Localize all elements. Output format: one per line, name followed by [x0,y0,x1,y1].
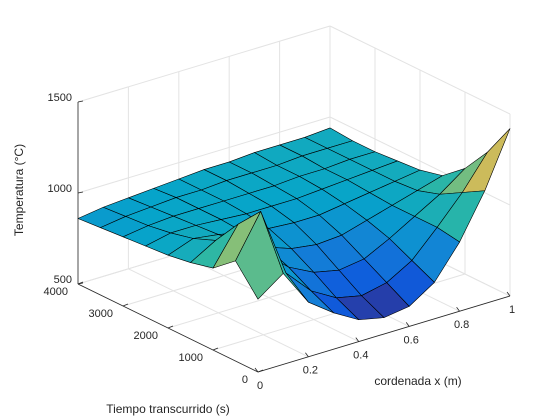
x-tick-label: 1 [509,304,515,316]
x-tick-label: 0.6 [404,334,419,346]
z-tick [77,191,84,194]
z-axis-label: Temperatura (°C) [12,144,26,236]
y-tick-label: 4000 [44,286,68,298]
y-tick [257,369,264,373]
grid-line [77,116,331,194]
y-tick [212,347,219,351]
y-tick-label: 3000 [89,308,113,320]
x-tick [405,322,410,327]
x-tick [355,337,360,342]
z-tick-label: 1500 [48,92,72,104]
x-axis [257,295,511,373]
x-tick-label: 0.8 [454,319,469,331]
surface-patch [461,128,511,193]
x-axis-label: cordenada x (m) [374,374,461,388]
y-tick-label: 0 [242,374,248,386]
y-tick-label: 2000 [134,330,158,342]
z-tick [77,100,84,103]
y-tick [122,303,129,307]
x-tick [305,352,309,358]
x-tick [506,291,511,297]
z-tick-label: 1000 [48,183,72,195]
x-tick-label: 0.2 [303,365,318,377]
surface-patch [235,211,284,300]
x-tick [254,367,259,373]
y-tick [167,325,174,329]
grid-line [77,25,331,103]
y-axis-label: Tiempo transcurrido (s) [106,402,230,416]
y-tick-label: 1000 [179,352,203,364]
x-tick [456,306,460,312]
z-tick-label: 500 [54,274,72,286]
x-tick-label: 0 [257,380,263,392]
x-tick-label: 0.4 [353,350,368,362]
y-tick [77,281,84,285]
